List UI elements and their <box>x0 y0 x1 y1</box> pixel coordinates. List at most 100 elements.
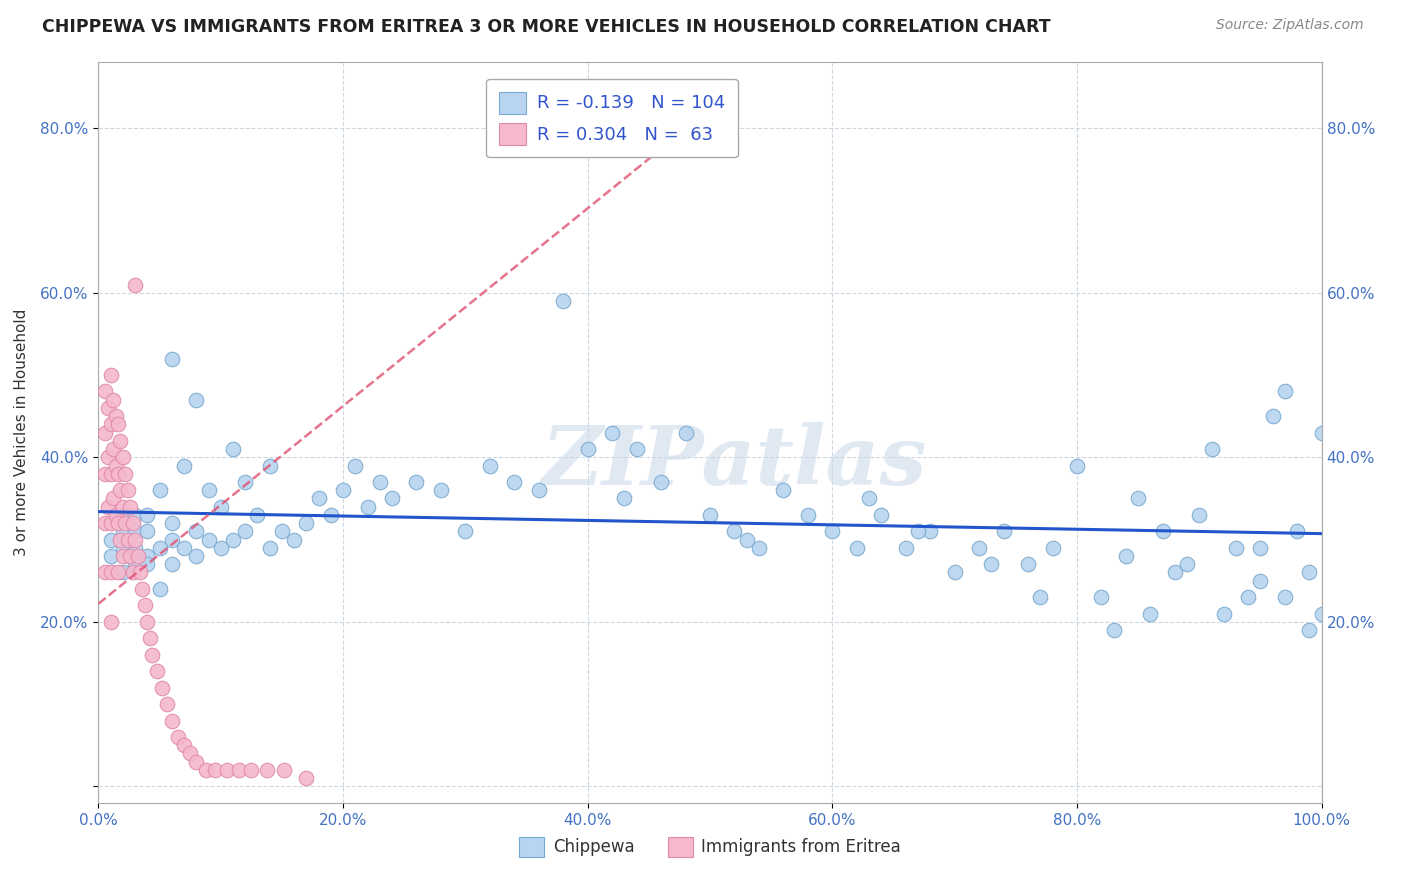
Point <box>93 566 115 580</box>
Point <box>1212 607 1234 621</box>
Point <box>215 763 238 777</box>
Point <box>97 500 120 514</box>
Point <box>553 293 575 308</box>
Point <box>1261 409 1284 424</box>
Point <box>222 533 245 547</box>
Point <box>186 549 208 563</box>
Point <box>149 541 172 555</box>
Point <box>173 541 195 555</box>
Point <box>319 508 342 522</box>
Point <box>723 524 745 539</box>
Point <box>980 558 1002 572</box>
Point <box>943 566 966 580</box>
Point <box>503 475 526 489</box>
Point <box>735 533 758 547</box>
Point <box>186 392 208 407</box>
Point <box>120 500 142 514</box>
Point <box>1152 524 1174 539</box>
Point <box>156 697 179 711</box>
Point <box>1042 541 1064 555</box>
Point <box>195 763 218 777</box>
Point <box>748 541 770 555</box>
Point <box>120 549 142 563</box>
Point <box>136 524 159 539</box>
Point <box>100 516 122 530</box>
Point <box>1237 590 1260 604</box>
Point <box>121 516 143 530</box>
Point <box>259 458 281 473</box>
Point <box>1249 574 1271 588</box>
Point <box>100 368 122 382</box>
Point <box>186 524 208 539</box>
Point <box>233 524 256 539</box>
Point <box>124 533 146 547</box>
Point <box>381 491 404 506</box>
Point <box>114 467 136 481</box>
Point <box>150 681 173 695</box>
Point <box>107 467 129 481</box>
Point <box>675 425 697 440</box>
Point <box>613 491 636 506</box>
Point <box>139 632 162 646</box>
Point <box>124 558 146 572</box>
Point <box>772 483 794 498</box>
Point <box>197 483 219 498</box>
Point <box>295 516 318 530</box>
Point <box>141 648 163 662</box>
Point <box>93 425 115 440</box>
Point <box>576 442 599 456</box>
Point <box>100 549 122 563</box>
Point <box>228 763 250 777</box>
Point <box>1225 541 1247 555</box>
Point <box>527 483 550 498</box>
Point <box>1090 590 1112 604</box>
Point <box>179 747 201 761</box>
Point <box>356 500 378 514</box>
Point <box>1066 458 1088 473</box>
Point <box>1164 566 1187 580</box>
Point <box>845 541 868 555</box>
Point <box>167 730 190 744</box>
Text: ZIPatlas: ZIPatlas <box>541 422 927 502</box>
Point <box>1201 442 1223 456</box>
Point <box>405 475 427 489</box>
Point <box>332 483 354 498</box>
Point <box>110 533 132 547</box>
Point <box>186 755 208 769</box>
Point <box>600 425 623 440</box>
Point <box>273 763 295 777</box>
Point <box>699 508 721 522</box>
Point <box>97 450 120 465</box>
Point <box>283 533 305 547</box>
Point <box>121 566 143 580</box>
Point <box>160 533 183 547</box>
Legend: Chippewa, Immigrants from Eritrea: Chippewa, Immigrants from Eritrea <box>508 825 912 869</box>
Point <box>240 763 263 777</box>
Point <box>173 738 195 752</box>
Point <box>104 409 127 424</box>
Point <box>124 541 146 555</box>
Point <box>104 508 127 522</box>
Point <box>111 549 134 563</box>
Point <box>209 541 232 555</box>
Point <box>256 763 278 777</box>
Point <box>1175 558 1198 572</box>
Point <box>454 524 477 539</box>
Point <box>259 541 281 555</box>
Point <box>111 450 134 465</box>
Point <box>430 483 453 498</box>
Point <box>100 533 122 547</box>
Point <box>124 508 146 522</box>
Point <box>295 771 318 785</box>
Point <box>1115 549 1137 563</box>
Point <box>1310 425 1333 440</box>
Point <box>107 566 129 580</box>
Point <box>149 483 172 498</box>
Point <box>136 549 159 563</box>
Point <box>111 541 134 555</box>
Point <box>858 491 880 506</box>
Point <box>111 524 134 539</box>
Point <box>110 434 132 448</box>
Point <box>650 475 672 489</box>
Point <box>100 417 122 432</box>
